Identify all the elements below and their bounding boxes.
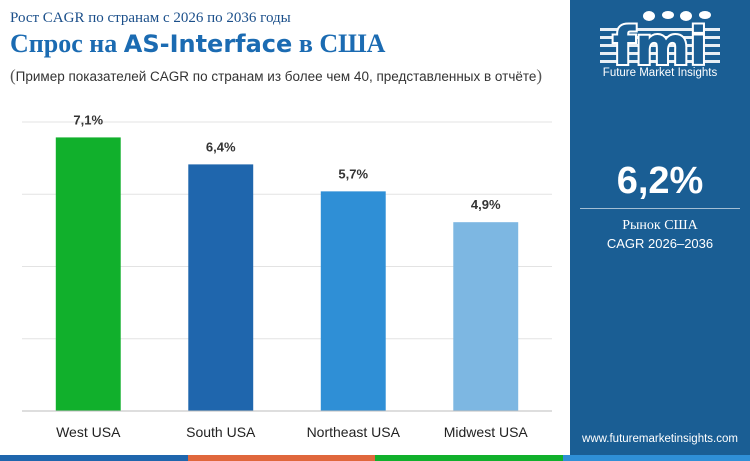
- strip-segment-4: [562, 455, 750, 461]
- chart-subtitle: (Пример показателей CAGR по странам из б…: [10, 66, 542, 86]
- x-tick-label: West USA: [56, 424, 121, 440]
- chart-title: Спрос на AS-Interface в США: [10, 29, 385, 59]
- x-tick-label: Northeast USA: [307, 424, 401, 440]
- data-label: 7,1%: [73, 112, 103, 127]
- fmi-logo: fmi: [592, 6, 728, 88]
- sidebar-divider: [580, 208, 740, 209]
- bar-south-usa: [188, 164, 254, 411]
- data-label: 4,9%: [471, 197, 501, 212]
- strip-segment-2: [187, 455, 375, 461]
- strip-segment-1: [0, 455, 188, 461]
- data-label: 5,7%: [338, 166, 368, 181]
- subtitle-open-paren: (: [10, 66, 16, 85]
- title-part-2: AS-Interface: [123, 30, 293, 58]
- data-label: 6,4%: [206, 139, 236, 154]
- chart-header: Рост CAGR по странам с 2026 по 2036 годы…: [0, 0, 570, 100]
- title-part-1: Спрос на: [10, 29, 124, 58]
- fmi-logo-icon: fmi: [600, 11, 720, 79]
- market-label: Рынок США: [622, 218, 698, 233]
- headline-cagr-value: 6,2%: [616, 160, 704, 202]
- subtitle-close-paren: ): [536, 66, 543, 85]
- logo-wordmark: fmi: [613, 17, 708, 77]
- bar-chart: 7,1% West USA 6,4% South USA 5,7% Northeast U…: [0, 100, 570, 453]
- bar-northeast-usa: [320, 191, 386, 411]
- website-link[interactable]: www.futuremarketinsights.com: [582, 433, 738, 445]
- subtitle-text: Пример показателей CAGR по странам из бо…: [15, 69, 537, 84]
- strip-segment-3: [375, 455, 563, 461]
- bar-west-usa: [55, 137, 121, 411]
- chart-supertitle: Рост CAGR по странам с 2026 по 2036 годы: [10, 10, 291, 26]
- bar-midwest-usa: [453, 222, 519, 411]
- title-part-3: в США: [292, 29, 386, 58]
- sidebar-panel: fmi Future Market Insights 6,2% Рынок СШ…: [570, 0, 750, 461]
- bottom-color-strip: [0, 455, 750, 461]
- bar-chart-svg: 7,1% West USA 6,4% South USA 5,7% Northeast U…: [22, 112, 552, 440]
- cagr-period-label: CAGR 2026–2036: [606, 236, 714, 251]
- logo-caption: Future Market Insights: [602, 67, 718, 79]
- x-tick-label: South USA: [186, 424, 256, 440]
- x-tick-label: Midwest USA: [444, 424, 529, 440]
